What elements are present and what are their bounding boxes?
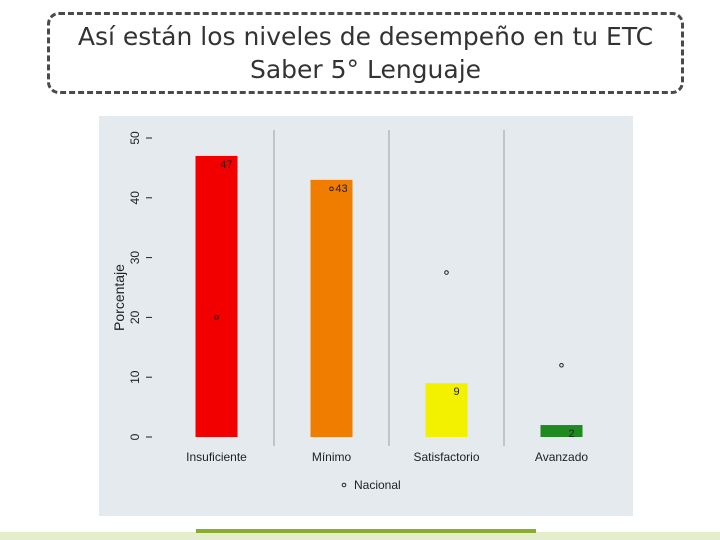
y-tick-label: 0: [128, 433, 142, 440]
x-tick-label: Avanzado: [535, 450, 588, 464]
x-tick-label: Satisfactorio: [413, 450, 479, 464]
nacional-point: [329, 186, 334, 192]
slide-title-line-1: Así están los niveles de desempeño en tu…: [77, 22, 654, 51]
chart-container: 0 10 20 30 40 50 Porcentaje 47 Insuficiente 43 Mín…: [99, 116, 633, 516]
bar-data-label: 47: [220, 159, 232, 171]
legend-nacional-marker: [341, 482, 347, 488]
slide-title-line-2: Saber 5° Lenguaje: [249, 55, 482, 84]
bar-data-label: 2: [568, 428, 574, 440]
y-tick-label: 20: [128, 310, 142, 324]
y-tick-label: 50: [128, 131, 142, 145]
nacional-point: [444, 270, 449, 275]
y-tick-label: 40: [128, 191, 142, 205]
slide-title-box: Así están los niveles de desempeño en tu…: [47, 12, 684, 94]
x-tick-label: Mínimo: [312, 450, 352, 464]
x-tick-label: Insuficiente: [186, 450, 247, 464]
y-axis-title: Porcentaje: [111, 264, 127, 331]
bar-data-label: 43: [335, 183, 347, 195]
legend-nacional-label: Nacional: [354, 478, 401, 492]
bar-satisfactorio: [425, 383, 468, 437]
bar-insuficiente: [195, 155, 238, 437]
bar-chart: 0 10 20 30 40 50 Porcentaje 47 Insuficiente 43 Mín…: [99, 116, 633, 516]
chart-panel: [99, 116, 633, 516]
y-tick-label: 30: [128, 251, 142, 265]
nacional-point: [214, 315, 219, 320]
bar-avanzado: [540, 425, 583, 437]
y-tick-label: 10: [128, 370, 142, 384]
bar-data-label: 9: [453, 386, 459, 398]
footer-stripe: [0, 532, 720, 540]
nacional-point: [559, 362, 564, 368]
bar-mínimo: [310, 179, 353, 438]
footer-accent-bar: [196, 529, 536, 533]
